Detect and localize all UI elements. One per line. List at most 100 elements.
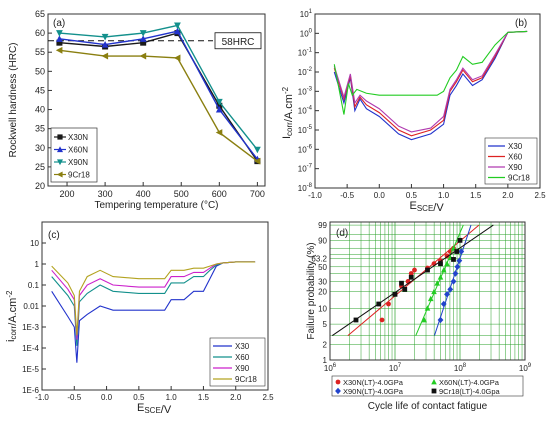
- x-tick-label: 0.5: [406, 191, 418, 200]
- x-tick-label: 106: [324, 363, 337, 373]
- panel-label: (b): [515, 18, 527, 29]
- y-axis-label: Rockwell hardness (HRC): [8, 42, 19, 157]
- y-tick-label: 100: [300, 28, 313, 38]
- legend-box: [331, 375, 524, 397]
- data-point: [437, 316, 444, 324]
- data-point: [427, 295, 434, 302]
- y-axis-label: Icorr/A.cm-2: [281, 86, 295, 139]
- series-line-X30: [333, 30, 528, 141]
- data-point: [408, 274, 414, 280]
- y-tick-label: 10-5: [298, 125, 313, 135]
- y-tick-label: 10-1: [298, 48, 313, 58]
- legend-marker: [431, 379, 437, 385]
- y-tick-label: 63.2: [311, 255, 327, 264]
- y-tick-label: 0.01: [23, 302, 39, 311]
- x-tick-label: -1.0: [35, 393, 49, 402]
- data-point: [101, 52, 109, 60]
- data-point: [440, 267, 447, 273]
- legend-label: X30: [508, 142, 523, 151]
- series-line-X60N: [59, 30, 258, 160]
- data-point: [454, 249, 460, 254]
- x-tick-label: 1.5: [470, 191, 482, 200]
- x-tick-label: 2.0: [502, 191, 514, 200]
- legend-marker: [431, 388, 437, 394]
- y-axis-label: Failure probability (%): [306, 242, 317, 339]
- series-line-X90N: [59, 24, 258, 151]
- data-point: [408, 271, 414, 276]
- fit-line-X60N(LT)-4.0GPa: [415, 224, 464, 336]
- data-point: [174, 27, 181, 35]
- data-point: [174, 22, 181, 30]
- series-line-X30N: [59, 32, 258, 162]
- legend-label: 9Cr18(LT)-4.0Gpa: [439, 387, 501, 396]
- legend-label: X30N(LT)-4.0GPa: [343, 378, 404, 387]
- x-tick-label: 109: [519, 363, 532, 373]
- x-tick-label: 1.0: [166, 393, 178, 402]
- data-point: [399, 280, 404, 286]
- x-tick-label: 400: [136, 189, 151, 199]
- data-point: [379, 317, 385, 323]
- data-point: [440, 300, 447, 308]
- x-tick-label: 108: [454, 363, 467, 373]
- y-tick-label: 1E-5: [22, 365, 39, 374]
- x-axis-label: Cycle life of contact fatigue: [368, 401, 488, 412]
- data-point: [139, 35, 147, 42]
- y-tick-label: 10-6: [298, 144, 313, 154]
- plot-frame: [314, 13, 541, 189]
- legend-label: 9Cr18: [235, 375, 257, 384]
- y-tick-label: 60: [35, 28, 45, 38]
- y-tick-label: 20: [318, 288, 327, 297]
- y-tick-label: 35: [35, 124, 45, 134]
- data-point: [456, 257, 463, 264]
- data-point: [101, 40, 109, 48]
- data-point: [431, 288, 437, 295]
- series-line-9Cr18: [333, 30, 528, 115]
- legend-marker: [57, 159, 63, 166]
- y-tick-label: 55: [35, 47, 45, 57]
- data-point: [139, 30, 147, 37]
- x-tick-label: 0.0: [101, 393, 113, 402]
- data-point: [438, 261, 443, 267]
- y-tick-label: 10: [30, 239, 39, 248]
- data-point: [450, 278, 457, 285]
- x-tick-label: 2.5: [534, 191, 546, 200]
- y-tick-label: 1E-4: [22, 344, 39, 353]
- x-tick-label: 2.0: [230, 393, 242, 402]
- y-tick-label: 25: [35, 162, 45, 172]
- plot-frame: [47, 13, 266, 187]
- y-tick-label: 5: [323, 320, 328, 329]
- panel-label: (a): [53, 18, 65, 29]
- x-tick-label: 0.5: [133, 393, 145, 402]
- legend-label: X30N: [68, 133, 88, 142]
- series-line-X90: [333, 30, 528, 133]
- data-point: [392, 291, 398, 297]
- series-line-X60: [51, 261, 256, 346]
- data-point: [451, 257, 456, 262]
- y-tick-label: 10-4: [298, 106, 313, 116]
- x-tick-label: -0.5: [340, 191, 354, 200]
- data-point: [253, 157, 261, 165]
- data-point: [56, 30, 63, 37]
- legend-label: X90: [508, 163, 523, 172]
- data-point: [447, 286, 454, 293]
- data-point: [444, 291, 450, 298]
- y-axis-label: icorr/A.cm-2: [5, 290, 19, 342]
- y-tick-label: 40: [35, 105, 45, 115]
- x-tick-label: -1.0: [308, 191, 322, 200]
- y-tick-label: 50: [318, 263, 327, 272]
- data-point: [425, 267, 430, 273]
- data-point: [56, 35, 63, 42]
- y-tick-label: 90: [318, 236, 327, 245]
- data-point: [421, 316, 428, 323]
- x-tick-label: 1.5: [198, 393, 210, 402]
- panel-b-polarization-chart: -1.0 -0.5 0.0 0.5 1.0 1.5 2.0 2.5 101 100 10-1 10-2…: [281, 9, 546, 214]
- legend-marker: [57, 146, 63, 153]
- data-point: [458, 248, 465, 255]
- x-tick-label: 107: [389, 363, 402, 373]
- y-tick-label: 101: [300, 9, 313, 19]
- legend-marker: [57, 134, 63, 140]
- legend-label: 9Cr18: [68, 171, 90, 180]
- legend-marker: [56, 171, 63, 178]
